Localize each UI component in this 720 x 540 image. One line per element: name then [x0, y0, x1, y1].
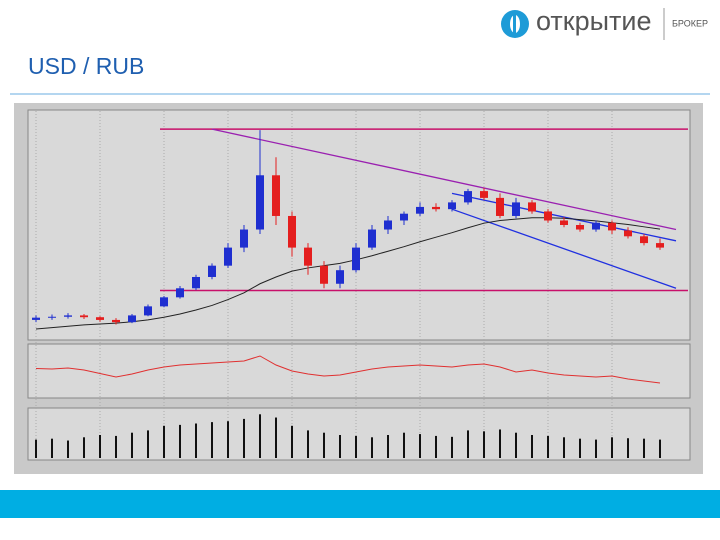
slide-title: USD / RUB [28, 53, 144, 79]
candle-body [592, 222, 600, 230]
candle-body [480, 191, 488, 198]
volume-panel [27, 407, 691, 461]
candle-body [176, 288, 184, 298]
candle-body [352, 247, 360, 271]
candle-body [256, 175, 264, 230]
candle-body [128, 315, 136, 323]
candle-body [384, 220, 392, 230]
candle-body [576, 225, 584, 230]
candle-body [224, 247, 232, 266]
candle-body [624, 230, 632, 237]
candle-body [144, 306, 152, 316]
candle-body [64, 315, 72, 317]
candle-body [416, 206, 424, 214]
candle-body [656, 243, 664, 248]
candle-body [608, 222, 616, 231]
candle-body [288, 215, 296, 248]
candle-body [80, 315, 88, 318]
candle-body [96, 317, 104, 320]
footer-band [0, 490, 720, 518]
candle-body [400, 213, 408, 221]
candle-body [208, 265, 216, 277]
brand: открытие [536, 6, 652, 36]
candle-body [112, 319, 120, 323]
candle-body [560, 220, 568, 225]
candle-body [528, 202, 536, 212]
candle-body [336, 270, 344, 284]
candle-body [192, 276, 200, 289]
candle-body [432, 206, 440, 210]
moving-average [35, 217, 661, 330]
candle-body [304, 247, 312, 266]
brand-sub: БРОКЕР [672, 18, 708, 28]
indicator-line [35, 355, 661, 384]
candle-body [368, 229, 376, 248]
candle-body [464, 191, 472, 203]
logo-mark-bar [513, 13, 516, 35]
trendline [211, 128, 677, 231]
plot [32, 111, 688, 459]
candle-body [240, 229, 248, 248]
candle-body [320, 265, 328, 284]
candle-body [448, 202, 456, 210]
candle-body [48, 316, 56, 318]
candle-body [512, 202, 520, 216]
candle-body [160, 297, 168, 307]
candle-body [272, 175, 280, 216]
candle-body [640, 236, 648, 244]
price-panel [27, 109, 691, 341]
candle-body [496, 197, 504, 216]
candle-body [32, 317, 40, 320]
candle-body [544, 211, 552, 221]
